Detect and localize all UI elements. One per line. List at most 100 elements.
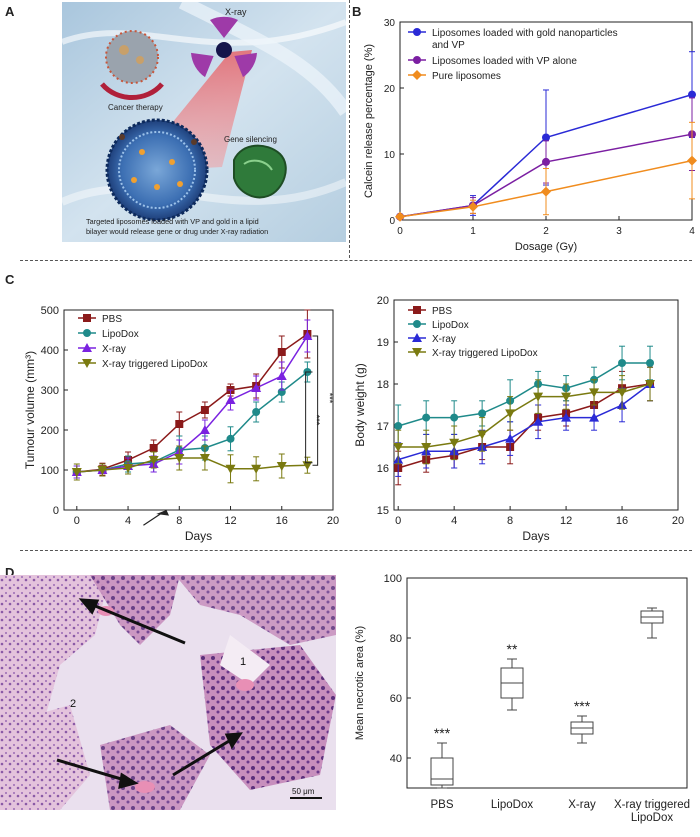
data-point <box>561 412 572 422</box>
data-point <box>148 456 159 465</box>
series-0: PBS <box>394 306 655 486</box>
bracket-lipodox <box>305 371 313 464</box>
legend-marker <box>83 314 91 322</box>
treatment-arrow-head <box>156 510 170 516</box>
scale-bar-label: 50 μm <box>292 787 315 796</box>
data-point <box>149 444 158 452</box>
data-point <box>618 359 627 367</box>
cancer-cell-icon <box>100 30 164 100</box>
legend-label: X-ray triggered LipoDox <box>432 348 538 359</box>
series-line <box>76 333 308 473</box>
y-tick-label: 100 <box>41 465 59 477</box>
y-tick-label: 19 <box>377 337 389 349</box>
data-point <box>542 133 550 142</box>
data-point <box>71 468 82 477</box>
data-point <box>276 462 287 471</box>
caption-line-2: bilayer would release gene or drug under… <box>86 227 268 236</box>
legend-marker <box>413 306 421 314</box>
data-point <box>468 201 478 212</box>
x-tick-label: 1 <box>470 226 476 237</box>
y-tick-label: 0 <box>53 505 59 517</box>
series-3: X-ray triggered LipoDox <box>393 348 656 465</box>
x-tick-label: 4 <box>689 226 695 237</box>
y-tick-label: 15 <box>377 505 389 517</box>
x-tick-label: 20 <box>327 515 339 527</box>
x-axis-label: Days <box>185 529 212 543</box>
divider-middle <box>20 550 692 551</box>
data-point <box>478 409 487 418</box>
chart-d-necrotic-area: 40 60 80 100 Mean necrotic area (%) *** PBS ** L… <box>354 573 690 824</box>
arrow-1 <box>87 601 186 645</box>
liposome-icon <box>105 118 209 222</box>
gene-silencing-icon <box>233 144 287 199</box>
panel-label-a: A <box>5 4 15 19</box>
gene-silencing-label: Gene silencing <box>224 135 277 144</box>
data-point <box>175 420 184 428</box>
x-tick-label: 20 <box>672 515 684 527</box>
region-label-1: 1 <box>240 656 246 668</box>
box-2: *** X-ray <box>568 698 596 811</box>
panel-label-b: B <box>352 4 362 19</box>
x-tick-label: 0 <box>395 515 401 527</box>
data-point <box>174 454 185 463</box>
data-point <box>200 406 209 414</box>
legend-marker <box>412 70 422 80</box>
arrow-head-1 <box>78 598 100 615</box>
y-axis-label: Calcein release percentage (%) <box>363 44 375 198</box>
significance-label: *** <box>434 725 451 741</box>
x-tick-label: 3 <box>616 226 622 237</box>
y-tick-label: 500 <box>41 305 59 317</box>
legend-marker <box>413 28 421 36</box>
data-point <box>199 454 210 463</box>
plot-frame <box>63 309 334 511</box>
plot-frame <box>406 577 688 789</box>
x-tick-label: 4 <box>451 515 457 527</box>
y-axis-label: Mean necrotic area (%) <box>354 626 366 740</box>
data-point <box>395 211 405 222</box>
data-point <box>505 409 516 419</box>
legend-label: X-ray <box>102 344 126 355</box>
series-1: LipoDox <box>394 320 655 448</box>
x-axis-label: Dosage (Gy) <box>515 241 577 253</box>
series-2: X-ray <box>71 319 313 479</box>
data-point <box>394 422 403 430</box>
series-2: Pure liposomes <box>395 70 697 222</box>
chart-b-calcein-release: 0 1 2 3 4 0 10 20 30 Dosage (Gy) Calcein release p… <box>363 18 697 253</box>
y-tick-label: 100 <box>384 573 402 585</box>
data-point <box>252 408 261 416</box>
series-line <box>76 457 308 473</box>
legend-marker <box>413 320 421 328</box>
data-point <box>688 90 696 99</box>
x-tick-label: 16 <box>616 515 628 527</box>
significance-label: ** <box>507 641 518 657</box>
data-point <box>589 388 600 398</box>
data-point <box>505 433 516 443</box>
y-tick-label: 18 <box>377 379 389 391</box>
legend-marker <box>82 343 92 352</box>
significance-label: *** <box>574 698 591 714</box>
legend-marker <box>83 329 91 337</box>
x-tick-label: 0 <box>397 226 403 237</box>
category-label: PBS <box>430 799 453 811</box>
y-axis-label: Tumour volume (mm³) <box>23 351 37 469</box>
xray-radiation-icon <box>191 16 257 78</box>
series-line <box>397 362 651 427</box>
panel-label-d: D <box>5 565 15 580</box>
data-point <box>277 348 286 356</box>
data-point <box>589 412 600 422</box>
legend-label: X-ray triggered LipoDox <box>102 359 208 370</box>
y-tick-label: 16 <box>377 463 389 475</box>
y-tick-label: 30 <box>384 18 396 29</box>
series-line <box>397 383 651 461</box>
necrotic-spot-2 <box>236 679 254 691</box>
category-label: X-ray triggered <box>614 799 690 811</box>
data-point <box>422 413 431 422</box>
data-point <box>541 186 551 197</box>
y-tick-label: 80 <box>390 633 402 645</box>
legend-label: Liposomes loaded with VP alone <box>432 56 577 67</box>
data-point <box>276 371 287 380</box>
legend-label: LipoDox <box>102 329 139 340</box>
x-tick-label: 16 <box>276 515 288 527</box>
region-label-2: 2 <box>70 698 76 710</box>
